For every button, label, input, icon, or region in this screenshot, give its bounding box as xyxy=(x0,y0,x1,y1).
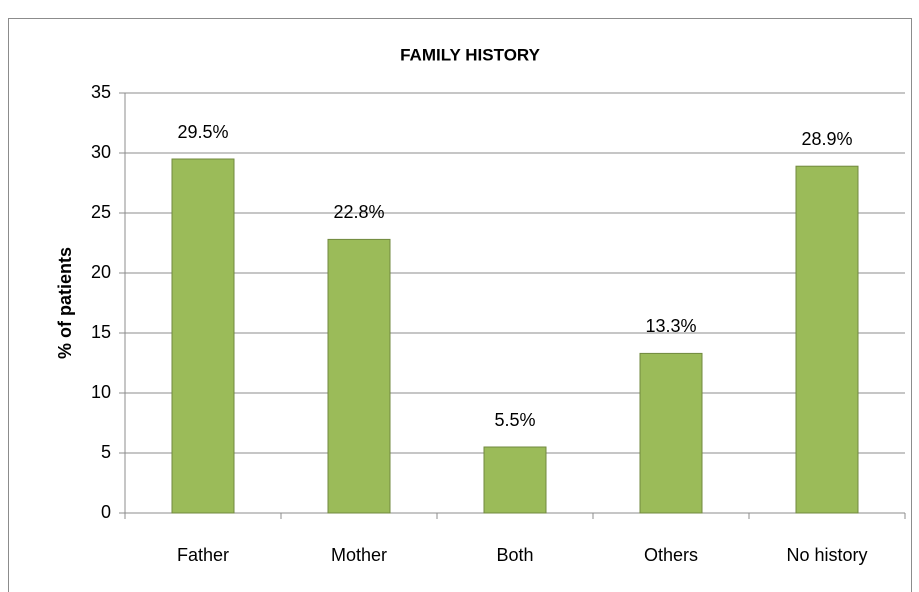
data-label: 28.9% xyxy=(801,129,852,149)
y-tick-label: 5 xyxy=(101,442,111,462)
chart-border xyxy=(8,18,912,592)
bar xyxy=(483,446,547,514)
y-tick-label: 15 xyxy=(91,322,111,342)
y-tick-label: 30 xyxy=(91,142,111,162)
y-axis-label: % of patients xyxy=(55,247,75,359)
x-tick-label: Others xyxy=(644,545,698,565)
x-tick-label: Both xyxy=(496,545,533,565)
y-tick-label: 20 xyxy=(91,262,111,282)
bar xyxy=(327,238,391,514)
data-label: 5.5% xyxy=(494,410,535,430)
data-label: 29.5% xyxy=(177,122,228,142)
bar xyxy=(171,158,235,514)
bar xyxy=(639,352,703,514)
y-tick-label: 10 xyxy=(91,382,111,402)
x-tick-label: No history xyxy=(786,545,867,565)
data-label: 13.3% xyxy=(645,316,696,336)
data-label: 22.8% xyxy=(333,202,384,222)
bar xyxy=(795,165,859,514)
y-tick-label: 25 xyxy=(91,202,111,222)
x-tick-label: Mother xyxy=(331,545,387,565)
y-tick-label: 35 xyxy=(91,82,111,102)
y-tick-label: 0 xyxy=(101,502,111,522)
x-tick-label: Father xyxy=(177,545,229,565)
chart-title: FAMILY HISTORY xyxy=(400,45,540,64)
